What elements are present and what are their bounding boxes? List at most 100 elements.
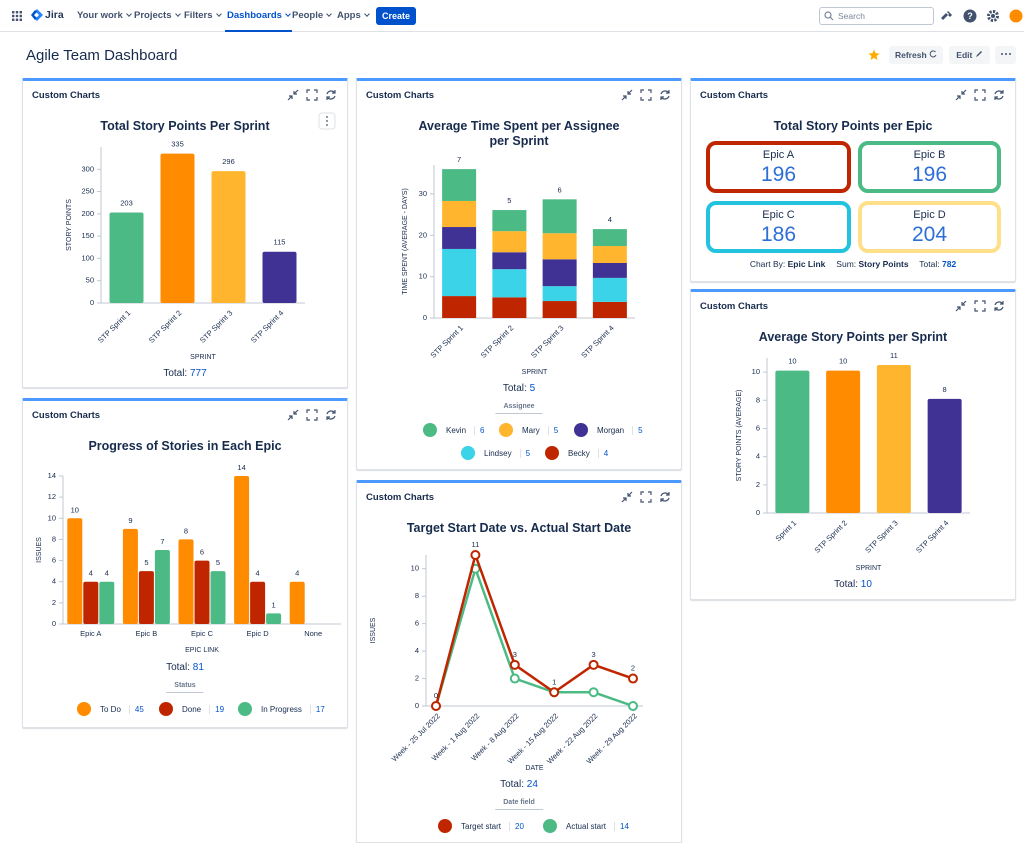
data-label: 8: [184, 526, 188, 535]
nav-item[interactable]: Apps: [337, 10, 370, 21]
avatar[interactable]: [1009, 9, 1023, 23]
legend-item[interactable]: Morgan 5: [574, 423, 643, 437]
refresh-icon[interactable]: [326, 410, 336, 420]
legend-item[interactable]: Lindsey 5: [461, 446, 530, 460]
total: Total: 81: [23, 662, 347, 673]
legend-item[interactable]: Actual start 14: [543, 819, 629, 833]
star-icon[interactable]: [868, 49, 880, 61]
x-tick-label: STP Sprint 1: [429, 323, 465, 359]
legend-item[interactable]: To Do 45: [77, 702, 144, 716]
chart-plot: 0 50 100 150 200 250 300 STORY POINTS SPRINT STP …: [66, 112, 336, 361]
y-tick-label: 2: [52, 598, 56, 607]
gadget-actions: [955, 300, 1004, 312]
total: Total: 24: [357, 779, 681, 790]
nav-item[interactable]: Your work: [77, 10, 132, 21]
legend-item[interactable]: In Progress 17: [238, 702, 325, 716]
fullscreen-icon[interactable]: [974, 300, 986, 312]
refresh-icon[interactable]: [994, 301, 1004, 311]
legend-count: 4: [597, 448, 608, 458]
jira-logo-icon[interactable]: [31, 9, 43, 22]
bar-segment: [492, 252, 527, 270]
bar-segment: [592, 301, 627, 318]
x-tick-label: STP Sprint 1: [96, 308, 132, 344]
nav-item[interactable]: Dashboards: [227, 10, 291, 21]
y-tick-label: 6: [415, 619, 419, 628]
nav-item[interactable]: Filters: [184, 10, 222, 21]
x-tick-label: STP Sprint 2: [147, 308, 183, 344]
y-tick-label: 30: [419, 189, 427, 198]
gadget: Custom Charts Total Story Points Per Spri…: [22, 78, 348, 388]
legend-item[interactable]: Done 19: [159, 702, 224, 716]
fullscreen-icon[interactable]: [306, 89, 318, 101]
more-button[interactable]: [995, 46, 1016, 64]
minimize-icon[interactable]: [955, 300, 967, 312]
edit-button[interactable]: Edit: [949, 46, 990, 64]
refresh-icon[interactable]: [326, 90, 336, 100]
fullscreen-icon[interactable]: [974, 89, 986, 101]
data-label: 203: [120, 199, 133, 208]
minimize-icon[interactable]: [955, 89, 967, 101]
y-tick-label: 6: [52, 556, 56, 565]
legend-label: To Do: [100, 704, 121, 714]
x-tick-label: STP Sprint 4: [249, 308, 285, 344]
x-tick-label: STP Sprint 4: [914, 518, 950, 554]
legend-item[interactable]: Target start 20: [438, 819, 524, 833]
gadget: Custom Charts Target Start Date vs. Actua…: [356, 480, 682, 843]
chevron-icon: [326, 11, 332, 17]
y-tick-label: 2: [415, 674, 419, 683]
legend-item[interactable]: Kevin 6: [423, 423, 484, 437]
settings-icon[interactable]: [986, 9, 1000, 23]
legend-item[interactable]: Becky 4: [545, 446, 608, 460]
refresh-icon[interactable]: [660, 90, 670, 100]
refresh-icon[interactable]: [994, 90, 1004, 100]
y-tick-label: 0: [52, 619, 56, 628]
nav-item[interactable]: Projects: [134, 10, 181, 21]
apps-grid-icon[interactable]: [12, 11, 22, 21]
top-nav: Jira Your work Projects Filters Dashboards P…: [0, 0, 1024, 32]
legend-count: 45: [128, 704, 144, 714]
minimize-icon[interactable]: [621, 89, 633, 101]
search-box[interactable]: Search: [819, 7, 934, 25]
minimize-icon[interactable]: [621, 491, 633, 503]
refresh-button[interactable]: Refresh: [889, 46, 943, 64]
bar-segment: [592, 229, 627, 247]
help-icon[interactable]: ?: [963, 9, 977, 23]
y-tick-label: 6: [756, 423, 760, 432]
fullscreen-icon[interactable]: [306, 409, 318, 421]
gadget-header: Custom Charts: [366, 492, 435, 503]
create-button[interactable]: Create: [376, 7, 416, 25]
nav-item[interactable]: People: [292, 10, 332, 21]
bar: [826, 370, 861, 513]
total: Total: 5: [357, 383, 681, 394]
total-value: 81: [192, 662, 204, 673]
legend-label: Becky: [568, 448, 590, 458]
legend-swatch: [543, 819, 557, 833]
legend-label: Done: [182, 704, 202, 714]
y-tick-label: 10: [411, 564, 419, 573]
total-label: Total:: [500, 779, 524, 790]
x-tick-label: Epic C: [191, 629, 214, 638]
tile-footer: Chart By: Epic Link Sum: Story Points To…: [691, 259, 1015, 269]
gadget-header: Custom Charts: [700, 301, 769, 312]
legend-item[interactable]: Mary 5: [499, 423, 558, 437]
fullscreen-icon[interactable]: [640, 89, 652, 101]
bar-segment: [492, 210, 527, 232]
bar-segment: [442, 296, 477, 318]
y-axis-title: STORY POINTS: [66, 199, 73, 251]
logo-text[interactable]: Jira: [45, 9, 64, 21]
bar: [138, 571, 154, 624]
fullscreen-icon[interactable]: [640, 491, 652, 503]
x-axis-title: SPRINT: [522, 369, 548, 376]
footer-value: Epic Link: [787, 259, 826, 269]
y-tick-label: 0: [756, 508, 760, 517]
refresh-icon[interactable]: [660, 492, 670, 502]
y-tick-label: 8: [415, 591, 419, 600]
dashboard-title: Agile Team Dashboard: [26, 47, 178, 64]
y-tick-label: 250: [81, 187, 94, 196]
menu-dot: [326, 116, 328, 118]
notifications-icon[interactable]: [940, 9, 954, 23]
minimize-icon[interactable]: [287, 89, 299, 101]
minimize-icon[interactable]: [287, 409, 299, 421]
x-axis-title: DATE: [525, 765, 543, 772]
